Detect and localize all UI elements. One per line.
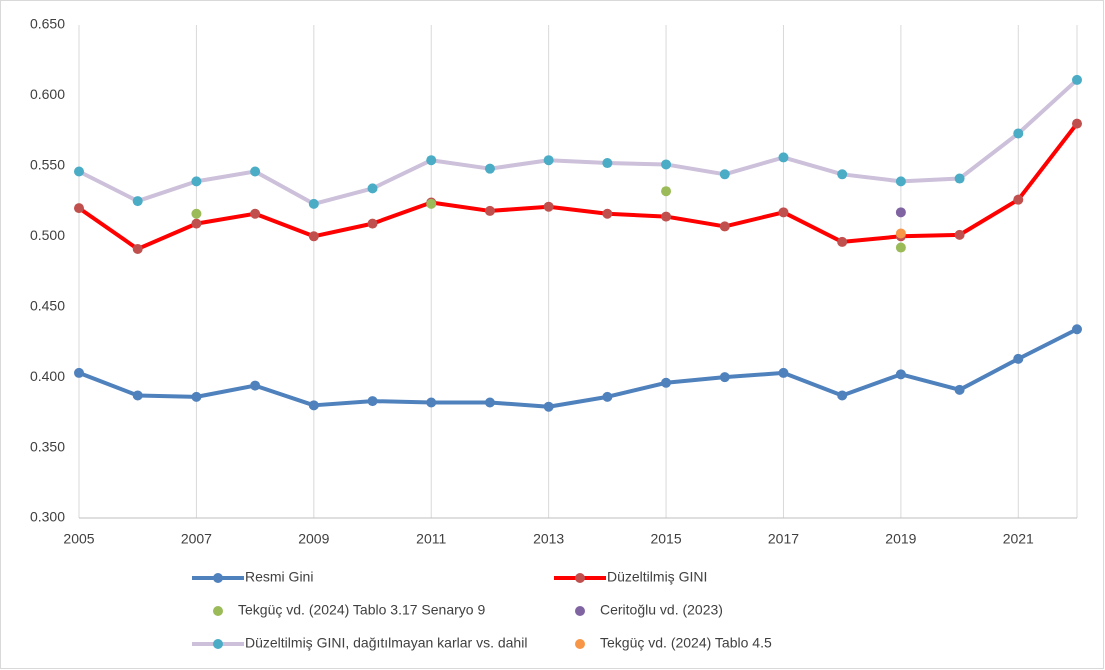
data-point [132, 390, 143, 401]
data-point [367, 218, 378, 229]
data-point [426, 397, 437, 408]
data-point [954, 229, 965, 240]
data-point [250, 380, 261, 391]
data-point [1013, 128, 1024, 139]
data-point [778, 207, 789, 218]
data-point [837, 169, 848, 180]
data-point [778, 367, 789, 378]
data-point [719, 169, 730, 180]
data-point [132, 196, 143, 207]
legend-marker [575, 573, 585, 583]
data-point [719, 372, 730, 383]
data-point [661, 377, 672, 388]
data-point [308, 198, 319, 209]
y-tick-label: 0.650 [30, 16, 65, 32]
data-point [191, 208, 202, 219]
data-point [954, 173, 965, 184]
data-point [250, 208, 261, 219]
legend-marker [575, 639, 585, 649]
data-point [74, 203, 84, 214]
legend-label: Tekgüç vd. (2024) Tablo 4.5 [600, 635, 772, 651]
legend-label: Tekgüç vd. (2024) Tablo 3.17 Senaryo 9 [238, 602, 485, 618]
data-point [1072, 324, 1082, 335]
data-point [191, 176, 202, 187]
data-point [484, 397, 495, 408]
legend-marker [213, 573, 223, 583]
data-point [74, 367, 84, 378]
x-tick-label: 2011 [416, 531, 446, 547]
data-point [778, 152, 789, 163]
x-tick-label: 2021 [1003, 531, 1034, 547]
data-point [1072, 74, 1082, 85]
legend-label: Resmi Gini [245, 569, 313, 585]
series-line [78, 78, 1079, 206]
data-point [191, 218, 202, 229]
data-point [543, 155, 554, 166]
series-line [77, 122, 1079, 251]
data-point [837, 390, 848, 401]
legend-marker [575, 606, 585, 616]
data-point [837, 236, 848, 247]
x-tick-label: 2013 [533, 531, 564, 547]
data-point [895, 369, 906, 380]
data-point [719, 221, 730, 232]
data-point [543, 401, 554, 412]
y-tick-label: 0.550 [30, 157, 65, 173]
data-point [661, 211, 672, 222]
data-point [895, 176, 906, 187]
y-tick-label: 0.450 [30, 297, 65, 313]
x-tick-label: 2007 [181, 531, 212, 547]
x-tick-label: 2019 [885, 531, 916, 547]
data-point [484, 163, 495, 174]
data-point [426, 155, 437, 166]
series-line [78, 327, 1078, 409]
data-point [367, 396, 378, 407]
x-tick-label: 2009 [298, 531, 329, 547]
data-point [132, 243, 143, 254]
y-tick-label: 0.300 [30, 509, 65, 525]
legend-label: Ceritoğlu vd. (2023) [600, 602, 723, 618]
y-tick-label: 0.350 [30, 438, 65, 454]
data-point [543, 201, 554, 212]
data-point [602, 391, 613, 402]
data-point [602, 208, 613, 219]
data-point [1013, 353, 1024, 364]
y-tick-label: 0.600 [30, 86, 65, 102]
legend-label: Düzeltilmiş GINI [607, 569, 707, 585]
y-tick-label: 0.400 [30, 368, 65, 384]
data-point [602, 158, 613, 169]
data-point [661, 159, 672, 170]
data-point [191, 391, 202, 402]
y-tick-label: 0.500 [30, 227, 65, 243]
data-point [250, 166, 261, 177]
data-point [1013, 194, 1024, 205]
data-point [74, 166, 84, 177]
legend-marker [213, 606, 223, 616]
data-point [895, 228, 906, 239]
legend-marker [213, 639, 223, 649]
data-point [661, 186, 672, 197]
data-point [308, 231, 319, 242]
data-point [895, 207, 906, 218]
data-point [954, 384, 965, 395]
x-tick-label: 2015 [650, 531, 681, 547]
x-tick-label: 2005 [63, 531, 94, 547]
data-point [484, 205, 495, 216]
data-point [308, 400, 319, 411]
legend-label: Düzeltilmiş GINI, dağıtılmayan karlar vs… [245, 635, 527, 651]
data-point [367, 183, 378, 194]
x-tick-label: 2017 [768, 531, 799, 547]
data-point [426, 198, 437, 209]
data-point [1072, 118, 1082, 129]
data-point [895, 242, 906, 253]
